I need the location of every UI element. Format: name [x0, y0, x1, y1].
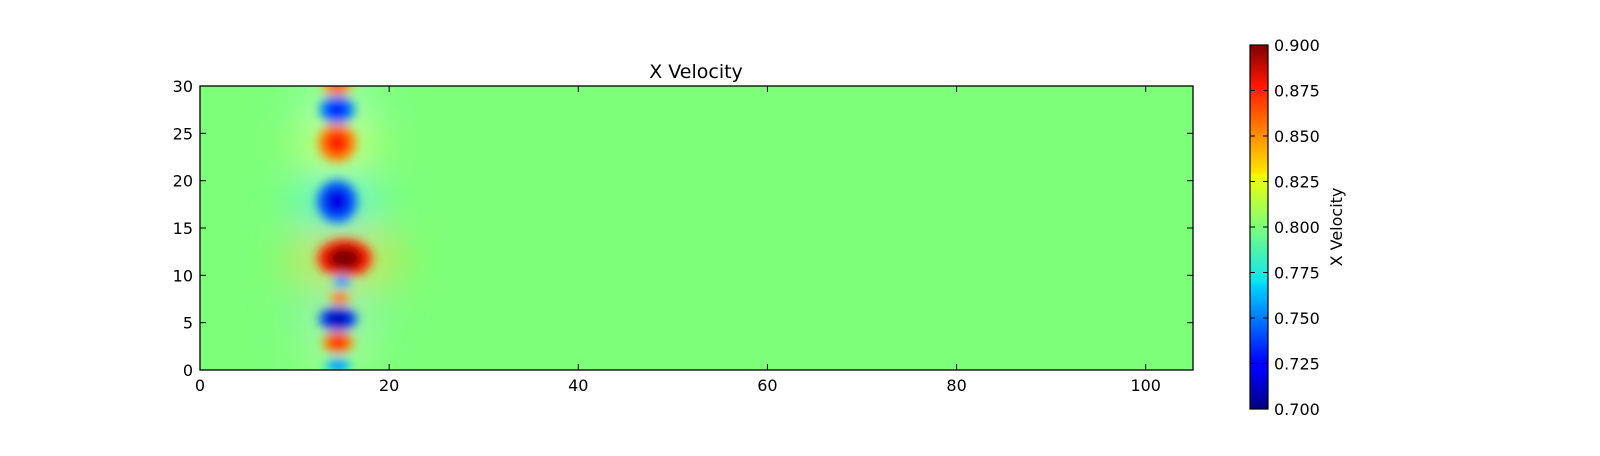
colorbar-tick-label: 0.700 — [1274, 400, 1320, 419]
colorbar-label: X Velocity — [1327, 188, 1346, 267]
colorbar-tick-label: 0.775 — [1274, 264, 1320, 283]
heatmap-blob-core — [327, 246, 363, 271]
y-axis: 0 5 10 15 20 25 30 — [173, 77, 1193, 380]
y-tick-label: 25 — [173, 124, 193, 143]
heatmap-features — [317, 86, 372, 370]
colorbar-tick-label: 0.825 — [1274, 173, 1320, 192]
colorbar-tick-label: 0.750 — [1274, 309, 1320, 328]
x-tick-label: 0 — [195, 376, 205, 395]
x-tick-label: 100 — [1130, 376, 1161, 395]
y-tick-label: 5 — [183, 314, 193, 333]
colorbar-tick-label: 0.850 — [1274, 127, 1320, 146]
chart-title: X Velocity — [649, 61, 743, 83]
y-tick-label: 15 — [173, 219, 193, 238]
y-tick-label: 0 — [183, 361, 193, 380]
y-tick-label: 20 — [173, 172, 193, 191]
colorbar-tick-label: 0.875 — [1274, 82, 1320, 101]
x-tick-label: 80 — [946, 376, 966, 395]
heatmap-blob-core — [335, 277, 348, 287]
heatmap-blob-core — [325, 130, 350, 155]
heatmap-blob-core — [324, 187, 350, 216]
colorbar-tick-label: 0.800 — [1274, 218, 1320, 237]
heatmap-blob-core — [329, 360, 347, 370]
x-tick-label: 60 — [757, 376, 777, 395]
x-tick-label: 40 — [568, 376, 588, 395]
heatmap-field — [288, 86, 402, 370]
heatmap-blob-core — [333, 293, 347, 303]
x-tick-label: 20 — [379, 376, 399, 395]
y-tick-label: 10 — [173, 266, 193, 285]
x-axis: 0 20 40 60 80 100 — [195, 86, 1161, 395]
heatmap-blob-core — [328, 335, 348, 350]
colorbar-tick-label: 0.900 — [1274, 36, 1320, 55]
heatmap-blob-core — [327, 86, 347, 93]
y-tick-label: 30 — [173, 77, 193, 96]
heatmap-blob-core — [325, 311, 351, 327]
colorbar-axis: 0.700 0.725 0.750 0.775 0.800 0.825 0.850 0.875… — [1250, 36, 1320, 419]
colorbar-tick-label: 0.725 — [1274, 355, 1320, 374]
heatmap-blob-core — [325, 100, 349, 119]
